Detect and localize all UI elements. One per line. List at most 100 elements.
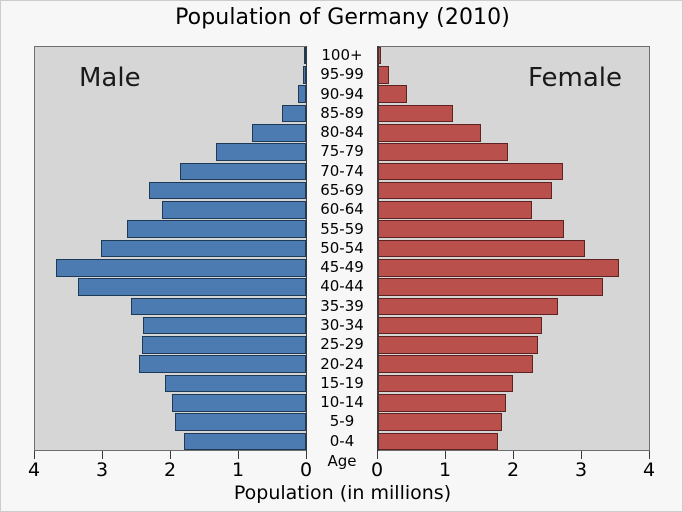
- tick-female-1: [445, 451, 446, 459]
- bar-male-70-74[interactable]: [180, 162, 306, 181]
- bar-male-100+[interactable]: [304, 46, 306, 65]
- tick-label-male-0: 0: [299, 459, 313, 481]
- tick-label-male-3: 3: [95, 459, 109, 481]
- bar-male-40-44[interactable]: [77, 278, 306, 296]
- bar-row: [378, 200, 650, 219]
- chart-title: Population of Germany (2010): [175, 5, 510, 30]
- bar-female-10-14[interactable]: [378, 393, 506, 412]
- x-axis-label: Population (in millions): [233, 482, 452, 504]
- bar-male-95-99[interactable]: [303, 66, 306, 84]
- tick-male-0: [306, 451, 307, 459]
- tick-female-4: [649, 451, 650, 459]
- age-label-35-39: 35-39: [320, 296, 364, 315]
- bar-male-15-19[interactable]: [164, 374, 306, 393]
- bar-female-70-74[interactable]: [378, 162, 563, 181]
- female-side-label: Female: [527, 63, 622, 93]
- age-label-85-89: 85-89: [320, 103, 364, 122]
- bar-female-60-64[interactable]: [378, 201, 532, 219]
- bar-row: [34, 374, 306, 393]
- tick-label-female-0: 0: [370, 459, 384, 481]
- bar-male-50-54[interactable]: [100, 239, 306, 258]
- age-label-100+: 100+: [321, 46, 363, 64]
- tick-label-female-4: 4: [642, 459, 656, 481]
- age-label-45-49: 45-49: [320, 258, 364, 277]
- bar-male-80-84[interactable]: [251, 124, 306, 142]
- bar-male-10-14[interactable]: [172, 393, 306, 412]
- bar-row: [34, 220, 306, 239]
- bar-row: [34, 297, 306, 316]
- bar-male-60-64[interactable]: [161, 201, 306, 219]
- bar-row: [34, 316, 306, 335]
- bar-row: [378, 432, 650, 451]
- bar-female-0-4[interactable]: [378, 432, 498, 451]
- bar-female-35-39[interactable]: [378, 297, 559, 316]
- bar-male-20-24[interactable]: [138, 355, 306, 373]
- bar-female-50-54[interactable]: [378, 239, 585, 258]
- age-label-25-29: 25-29: [320, 335, 364, 354]
- bar-male-0-4[interactable]: [184, 432, 306, 451]
- bar-row: [34, 355, 306, 374]
- bar-row: [378, 162, 650, 181]
- age-label-5-9: 5-9: [329, 412, 355, 431]
- bar-male-45-49[interactable]: [56, 258, 306, 277]
- age-label-70-74: 70-74: [320, 161, 364, 180]
- bar-row: [378, 46, 650, 65]
- bar-row: [34, 432, 306, 451]
- bar-female-55-59[interactable]: [378, 220, 564, 239]
- bar-row: [34, 85, 306, 104]
- bar-male-65-69[interactable]: [148, 181, 306, 200]
- bar-row: [34, 46, 306, 65]
- bar-row: [34, 65, 306, 84]
- male-side-label: Male: [79, 63, 141, 93]
- bar-female-85-89[interactable]: [378, 104, 453, 123]
- bar-row: [378, 239, 650, 258]
- bar-female-15-19[interactable]: [378, 374, 513, 393]
- bar-female-45-49[interactable]: [378, 258, 620, 277]
- age-label-50-54: 50-54: [320, 238, 364, 257]
- bar-row: [378, 297, 650, 316]
- age-label-80-84: 80-84: [320, 123, 364, 142]
- bar-row: [34, 412, 306, 431]
- bar-row: [378, 258, 650, 277]
- bar-female-75-79[interactable]: [378, 143, 508, 161]
- female-zero-axis: [377, 46, 379, 451]
- age-label-40-44: 40-44: [320, 277, 364, 296]
- bar-female-25-29[interactable]: [378, 336, 538, 354]
- bar-row: [378, 355, 650, 374]
- bar-male-90-94[interactable]: [297, 85, 306, 104]
- bar-male-55-59[interactable]: [127, 220, 306, 239]
- bar-male-30-34[interactable]: [142, 316, 306, 335]
- bar-row: [378, 316, 650, 335]
- tick-label-male-4: 4: [27, 459, 41, 481]
- bar-male-5-9[interactable]: [174, 413, 306, 431]
- bar-row: [34, 393, 306, 412]
- age-label-60-64: 60-64: [320, 200, 364, 219]
- age-label-55-59: 55-59: [320, 219, 364, 238]
- bar-female-20-24[interactable]: [378, 355, 534, 373]
- bar-row: [378, 85, 650, 104]
- bar-female-40-44[interactable]: [378, 278, 604, 296]
- tick-male-1: [238, 451, 239, 459]
- bar-female-95-99[interactable]: [378, 66, 389, 84]
- bar-male-85-89[interactable]: [282, 104, 306, 123]
- bar-row: [378, 374, 650, 393]
- bar-female-30-34[interactable]: [378, 316, 542, 335]
- bar-row: [34, 335, 306, 354]
- bar-male-35-39[interactable]: [131, 297, 306, 316]
- tick-female-2: [513, 451, 514, 459]
- bar-row: [378, 412, 650, 431]
- bar-female-80-84[interactable]: [378, 124, 481, 142]
- bar-row: [34, 104, 306, 123]
- bar-male-75-79[interactable]: [215, 143, 306, 161]
- bar-female-90-94[interactable]: [378, 85, 407, 104]
- tick-label-female-2: 2: [506, 459, 520, 481]
- age-label-75-79: 75-79: [320, 142, 364, 161]
- tick-label-female-3: 3: [574, 459, 588, 481]
- age-label-65-69: 65-69: [320, 180, 364, 199]
- bar-row: [34, 258, 306, 277]
- bar-row: [34, 123, 306, 142]
- bar-female-65-69[interactable]: [378, 181, 553, 200]
- bar-female-5-9[interactable]: [378, 413, 503, 431]
- bar-male-25-29[interactable]: [142, 336, 306, 354]
